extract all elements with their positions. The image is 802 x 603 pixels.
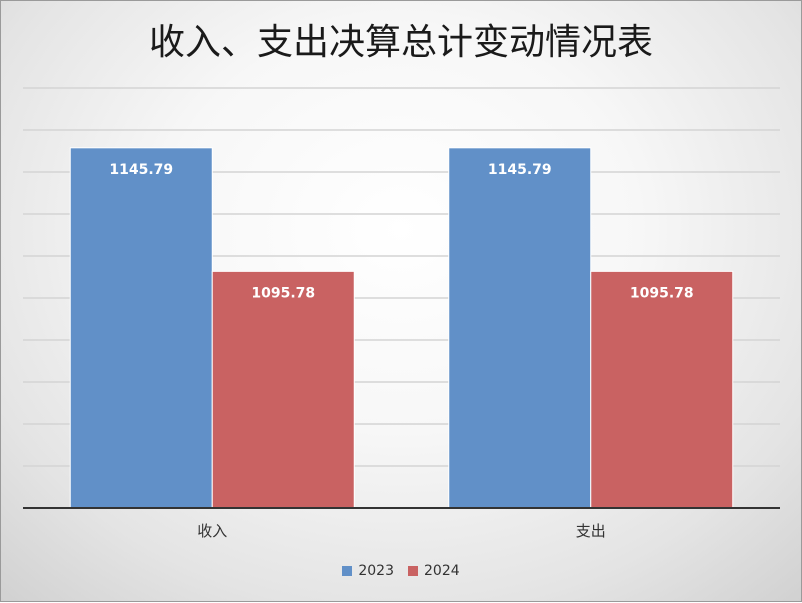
data-label-2023-1: 1145.79 [488, 162, 552, 178]
legend: 2023 2024 [1, 563, 801, 579]
legend-label-2024: 2024 [424, 563, 460, 579]
bar-2024-0 [211, 270, 355, 509]
bar-2023-0 [69, 147, 213, 509]
bar-2024-1 [590, 270, 734, 509]
legend-swatch-2023 [342, 566, 353, 576]
data-label-2024-1: 1095.78 [630, 285, 694, 301]
chart-title: 收入、支出决算总计变动情况表 [148, 22, 653, 63]
x-tick-label-0: 收入 [197, 522, 227, 540]
legend-item-2023: 2023 [342, 563, 394, 579]
legend-item-2024: 2024 [408, 563, 460, 579]
legend-label-2023: 2023 [358, 563, 394, 579]
x-tick-label-1: 支出 [576, 522, 606, 540]
bar-2023-1 [448, 147, 592, 509]
data-label-2024-0: 1095.78 [251, 285, 315, 301]
legend-swatch-2024 [408, 566, 418, 576]
data-label-2023-0: 1145.79 [109, 162, 173, 178]
